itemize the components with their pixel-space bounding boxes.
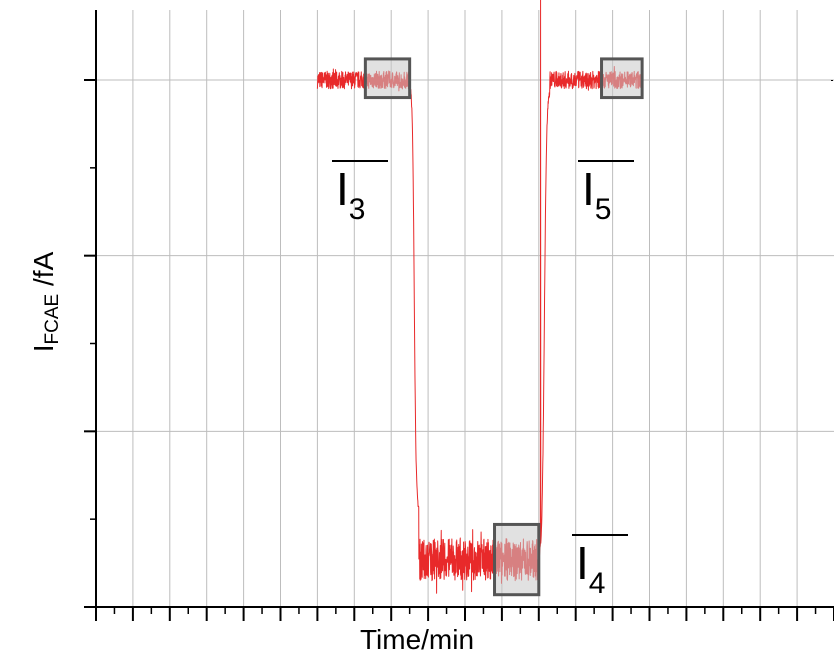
average-box-1 [363, 57, 412, 100]
y-axis-label: IFCAE /fA [28, 251, 63, 353]
gridlines [96, 10, 834, 607]
average-box-2 [493, 522, 541, 597]
x-axis-label: Time/min [359, 624, 475, 655]
annotation-i5: I5 [578, 160, 634, 225]
highlight-boxes [363, 57, 644, 597]
axes-frame [84, 10, 834, 621]
average-box-3 [600, 57, 644, 100]
annotation-i4: I4 [572, 534, 628, 599]
annotation-i3: I3 [332, 160, 388, 225]
